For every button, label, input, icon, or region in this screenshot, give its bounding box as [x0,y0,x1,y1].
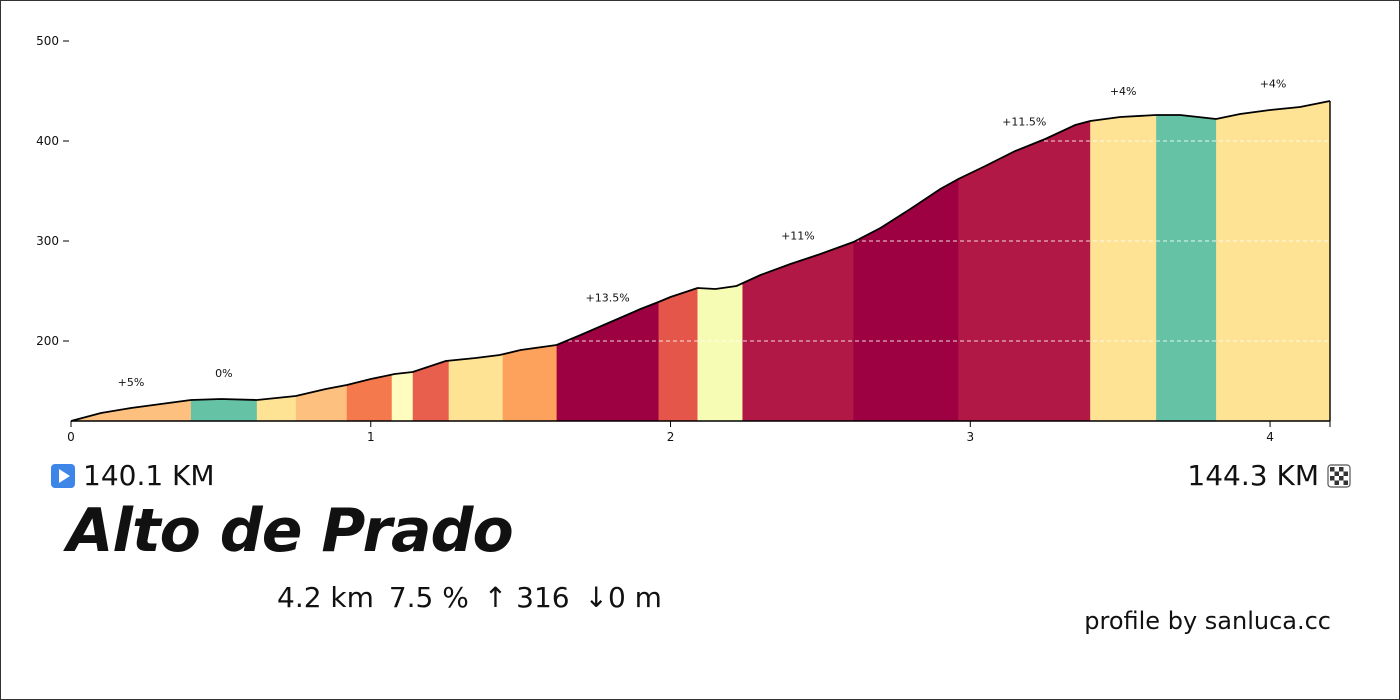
segment-gradient-label: +13.5% [585,291,629,304]
climb-name: Alto de Prado [67,496,514,566]
climb-stats: 4.2 km 7.5 % ↑ 316 ↓0 m [277,579,668,617]
gradient-segment [1216,101,1330,421]
segment-gradient-label: +5% [118,376,145,389]
gradient-segment [295,101,348,421]
y-tick-label: 200 [36,334,59,348]
y-tick-label: 500 [36,34,59,48]
end-km-label: 144.3 KM [1187,459,1319,492]
x-tick-label: 1 [367,430,375,444]
gradient-segment [556,101,660,421]
gradient-segment [1090,101,1157,421]
play-icon [51,464,75,488]
segment-gradient-label: +11% [781,230,815,243]
gradient-segment [697,101,744,421]
start-km-label: 140.1 KM [83,459,215,492]
gradient-segment [502,101,558,421]
gradient-segment [391,101,414,421]
gradient-segment [346,101,393,421]
gradient-segment [71,101,192,421]
stat-descent: ↓0 m [584,581,662,614]
segment-gradient-label: +4% [1260,78,1287,91]
gradient-segment [742,101,854,421]
gradient-segment [958,101,1091,421]
profile-outline [70,100,1331,422]
gradient-segment [658,101,699,421]
x-tick-label: 3 [966,430,974,444]
x-tick-label: 2 [667,430,675,444]
segment-gradient-label: 0% [215,367,232,380]
profile-credit: profile by sanluca.cc [1084,607,1331,635]
segment-gradient-label: +4% [1110,85,1137,98]
start-marker: 140.1 KM [51,459,215,493]
y-tick-label: 300 [36,234,59,248]
y-tick-label: 400 [36,134,59,148]
checkered-flag-icon [1327,464,1351,488]
stat-distance: 4.2 km [277,581,374,614]
gradient-segment [190,101,258,421]
end-marker: 144.3 KM [1187,459,1351,493]
segment-gradient-label: +11.5% [1002,115,1046,128]
gradient-segment [1156,101,1217,421]
stat-gradient: 7.5 % [388,581,469,614]
gradient-segment [412,101,450,421]
gradient-segment [256,101,297,421]
x-tick-label: 4 [1266,430,1274,444]
stat-ascent: ↑ 316 [483,581,570,614]
elevation-profile-chart: 0 1 2 3 4 200 300 400 500 +5% 0% +13.5% +11% +11.5% +… [36,34,1331,444]
x-tick-label: 0 [67,430,75,444]
